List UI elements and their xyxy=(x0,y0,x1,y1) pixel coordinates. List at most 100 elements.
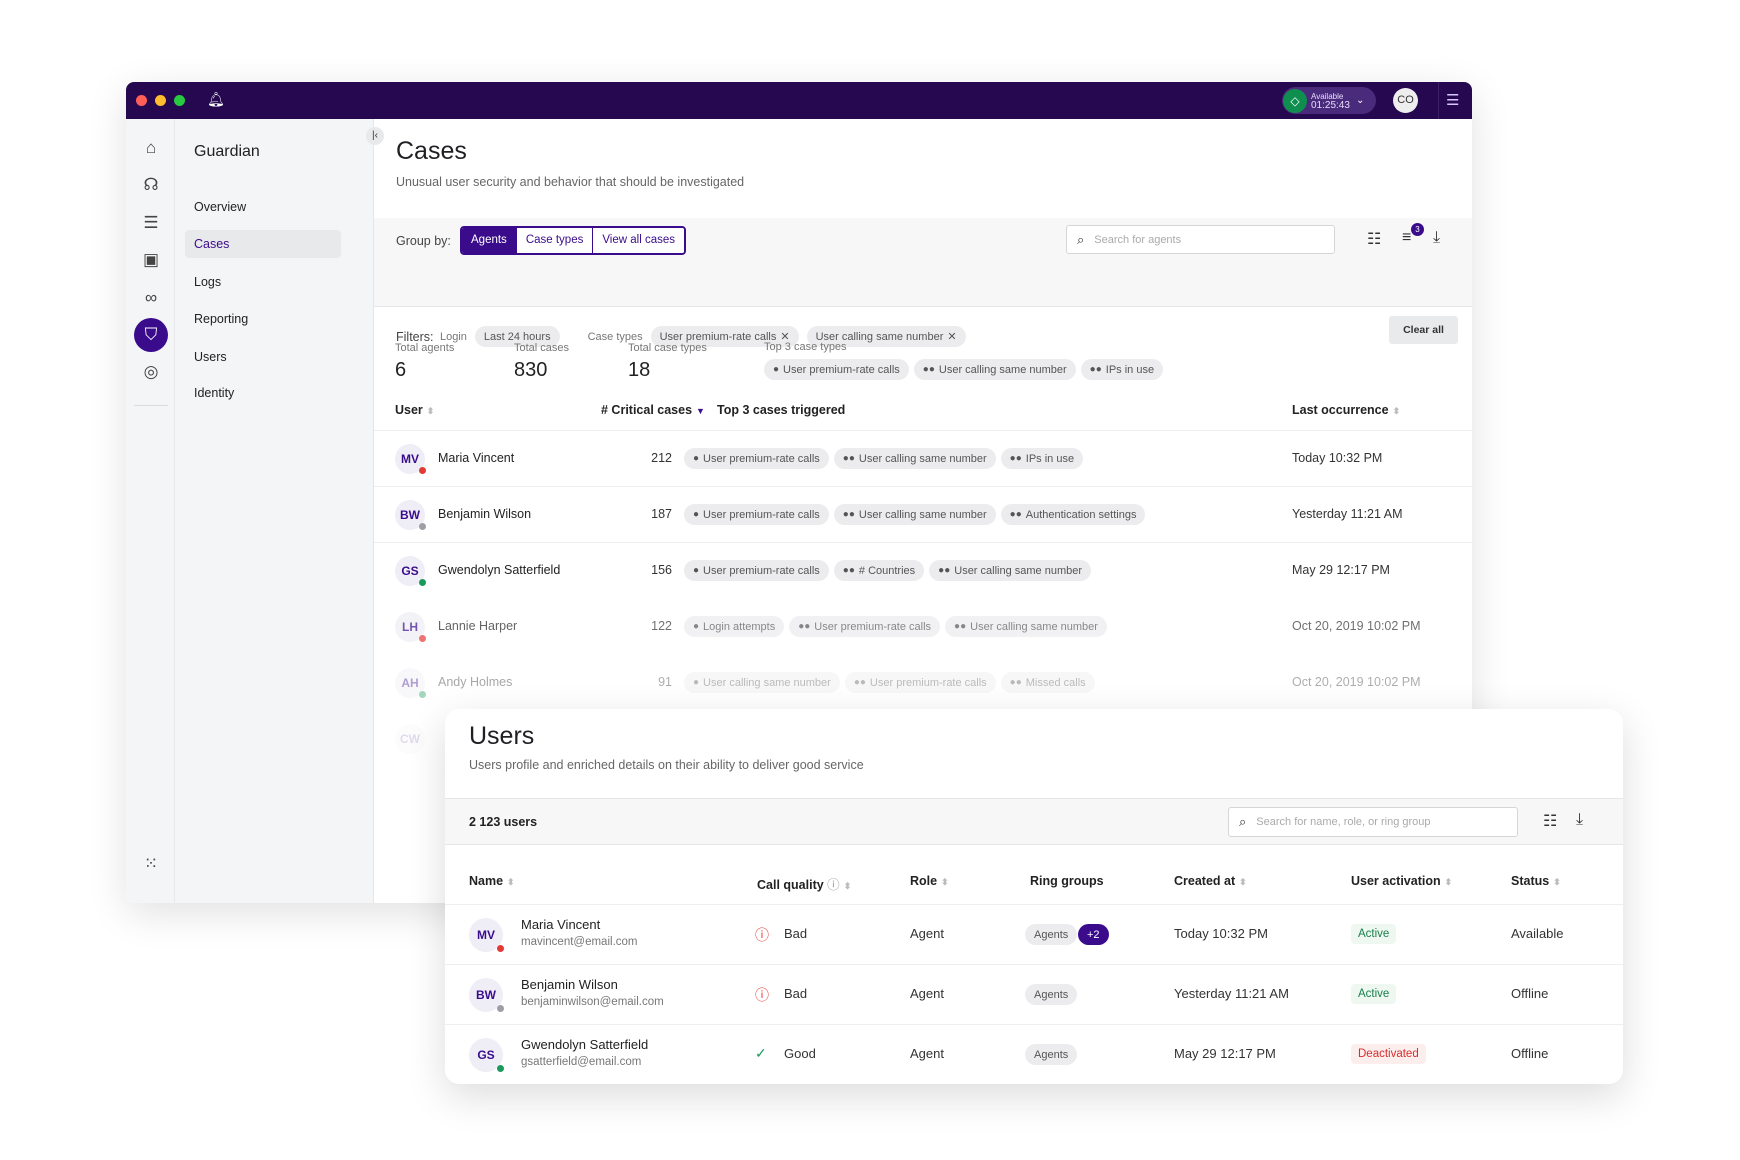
critical-count: 156 xyxy=(651,563,672,577)
user-email: mavincent@email.com xyxy=(521,936,638,948)
sidebar-item-users[interactable]: Users xyxy=(194,350,227,364)
ring-group-more-badge[interactable]: +2 xyxy=(1078,924,1109,945)
group-agents-button[interactable]: Agents xyxy=(462,228,516,253)
sort-icon: ⬍ xyxy=(1444,877,1453,887)
activation-badge: Deactivated xyxy=(1351,1044,1426,1064)
fingerprint-icon[interactable]: ◎ xyxy=(143,362,159,381)
table-row[interactable]: MV Maria Vincent mavincent@email.com ⓘ Bad Ag… xyxy=(445,905,1623,965)
group-case-types-button[interactable]: Case types xyxy=(515,228,593,253)
avatar: MV xyxy=(469,918,504,952)
download-icon[interactable]: ⤓ xyxy=(1433,229,1441,246)
status-dot xyxy=(419,691,426,698)
shield-icon[interactable]: ⛉ xyxy=(134,318,168,352)
apps-grid-icon[interactable]: ⁙ xyxy=(143,854,159,873)
presence-selector[interactable]: ◇ Available 01:25:43 ⌄ xyxy=(1282,87,1376,114)
table-row[interactable]: LH Lannie Harper 122 ● Login attempts ●● User … xyxy=(374,599,1472,655)
column-user[interactable]: User ⬍ xyxy=(395,403,434,417)
filter-chip-login[interactable]: Last 24 hours xyxy=(474,326,560,347)
avatar: GS xyxy=(469,1038,504,1072)
case-chip: ●● # Countries xyxy=(833,560,925,581)
divider xyxy=(134,405,168,406)
status-dot xyxy=(419,635,426,642)
status: Offline xyxy=(1511,1046,1549,1061)
remove-filter-icon[interactable]: ✕ xyxy=(947,331,957,343)
table-row[interactable]: BW Benjamin Wilson benjaminwilson@email.co… xyxy=(445,965,1623,1025)
avatar-initials: GS xyxy=(401,564,419,578)
help-icon[interactable]: ⓘ xyxy=(827,878,840,892)
column-critical-cases[interactable]: # Critical cases ▼ xyxy=(601,403,705,417)
clear-all-button[interactable]: Clear all xyxy=(1389,316,1458,344)
user-name: Gwendolyn Satterfield xyxy=(438,563,561,577)
stat-label: Total agents xyxy=(395,342,455,354)
column-name[interactable]: Name ⬍ xyxy=(469,874,515,888)
filter-icon[interactable]: ≡ xyxy=(1402,229,1412,246)
contacts-icon[interactable]: ▣ xyxy=(142,250,160,269)
avatar-initials: MV xyxy=(477,928,495,942)
case-chip: ● User premium-rate calls xyxy=(684,448,829,469)
table-row[interactable]: GS Gwendolyn Satterfield gsatterfield@emai… xyxy=(445,1025,1623,1084)
bell-icon[interactable]: 🔔︎ xyxy=(207,91,225,107)
icon-rail: ⌂ ☊ ☰ ▣ ∞ ⛉ ◎ ⁙ xyxy=(126,119,175,903)
adjust-settings-icon[interactable]: ☷ xyxy=(1543,813,1558,830)
column-role[interactable]: Role ⬍ xyxy=(910,874,949,888)
table-row[interactable]: AH Andy Holmes 91 ● User calling same number… xyxy=(374,655,1472,711)
sidebar-item-reporting[interactable]: Reporting xyxy=(194,312,249,326)
download-icon[interactable]: ⤓ xyxy=(1576,811,1584,828)
home-icon[interactable]: ⌂ xyxy=(145,138,157,157)
voicemail-icon[interactable]: ∞ xyxy=(144,288,158,307)
column-created-at[interactable]: Created at ⬍ xyxy=(1174,874,1247,888)
chip-text: User premium-rate calls xyxy=(703,452,820,465)
alert-icon: ⓘ xyxy=(755,927,769,943)
column-label: Name xyxy=(469,874,504,888)
column-label: # Critical cases xyxy=(601,403,693,417)
person-icon: ● xyxy=(693,565,700,576)
maximize-window-button[interactable] xyxy=(174,95,185,106)
table-row[interactable]: MV Maria Vincent 212 ● User premium-rate cal… xyxy=(374,431,1472,487)
stat-label: Total cases xyxy=(514,342,570,354)
user-name: Maria Vincent xyxy=(438,451,515,465)
sidebar-item-overview[interactable]: Overview xyxy=(194,200,247,214)
close-window-button[interactable] xyxy=(136,95,147,106)
table-row[interactable]: BW Benjamin Wilson 187 ● User premium-rate c… xyxy=(374,487,1472,543)
support-agent-icon[interactable]: ☊ xyxy=(143,175,159,194)
case-chip: ● User calling same number xyxy=(684,672,840,693)
user-name: Andy Holmes xyxy=(438,675,513,689)
person-icon: ● xyxy=(773,364,780,375)
users-search-input[interactable]: ⌕ Search for name, role, or ring group xyxy=(1228,807,1518,837)
user-avatar[interactable]: CO xyxy=(1393,88,1418,113)
remove-filter-icon[interactable]: ✕ xyxy=(780,331,790,343)
group-by-label: Group by: xyxy=(396,234,451,248)
agents-search-input[interactable]: ⌕ Search for agents xyxy=(1066,225,1335,254)
case-chip: ●● User calling same number xyxy=(833,448,996,469)
collapse-sidebar-button[interactable]: |‹ xyxy=(366,127,384,145)
critical-count: 187 xyxy=(651,507,672,521)
sidebar: Guardian Overview Cases Logs Reporting U… xyxy=(175,119,374,903)
triggered-cases: ● User premium-rate calls ●● User calling s… xyxy=(684,448,1084,469)
sidebar-item-cases[interactable]: Cases xyxy=(185,230,341,258)
last-occurrence: Yesterday 11:21 AM xyxy=(1292,507,1403,521)
case-chip: ●● Authentication settings xyxy=(1000,504,1146,525)
sidebar-item-logs[interactable]: Logs xyxy=(194,275,222,289)
minimize-window-button[interactable] xyxy=(155,95,166,106)
check-icon: ✓ xyxy=(755,1045,767,1061)
avatar-initials: AH xyxy=(401,676,419,690)
filter-chip-case[interactable]: User premium-rate calls ✕ xyxy=(650,326,799,347)
column-status[interactable]: Status ⬍ xyxy=(1511,874,1561,888)
sidebar-item-identity[interactable]: Identity xyxy=(194,386,235,400)
adjust-settings-icon[interactable]: ☷ xyxy=(1367,231,1382,248)
search-icon: ⌕ xyxy=(1239,814,1247,829)
list-icon[interactable]: ☰ xyxy=(143,213,159,232)
users-title: Users xyxy=(469,722,535,750)
column-last-occurrence[interactable]: Last occurrence ⬍ xyxy=(1292,403,1400,417)
title-bar: 🔔︎ ◇ Available 01:25:43 ⌄ CO ☰ xyxy=(126,82,1472,119)
critical-count: 122 xyxy=(651,619,672,633)
filter-chip-case[interactable]: User calling same number ✕ xyxy=(806,326,966,347)
top3-label: Top 3 case types xyxy=(764,341,847,353)
panel-toggle-icon[interactable]: ☰ xyxy=(1446,92,1460,109)
stat-label: Total case types xyxy=(628,342,707,354)
column-call-quality[interactable]: Call quality ⓘ ⬍ xyxy=(757,874,851,893)
table-row[interactable]: GS Gwendolyn Satterfield 156 ● User premium-… xyxy=(374,543,1472,599)
table-row[interactable]: CW xyxy=(374,711,1472,767)
group-view-all-button[interactable]: View all cases xyxy=(592,228,684,253)
column-user-activation[interactable]: User activation ⬍ xyxy=(1351,874,1452,888)
